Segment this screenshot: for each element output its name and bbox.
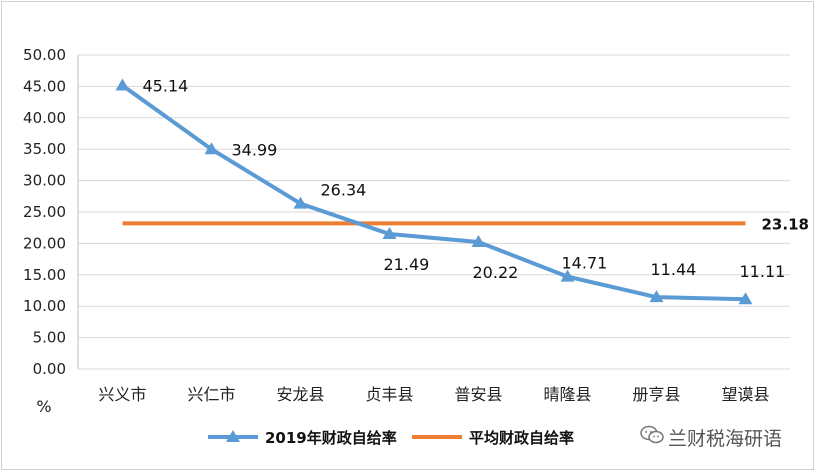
- x-tick-label: 普安县: [454, 385, 502, 404]
- data-label: 45.14: [143, 77, 189, 96]
- x-tick-label: 册亨县: [632, 385, 680, 404]
- x-tick-label: 望谟县: [721, 385, 769, 404]
- wechat-icon: [640, 425, 664, 450]
- y-tick-label: 20.00: [23, 234, 66, 252]
- data-point-marker: [471, 235, 486, 248]
- y-tick-label: 10.00: [23, 297, 66, 315]
- data-label: 20.22: [473, 263, 519, 282]
- data-point-marker: [649, 290, 664, 303]
- x-tick-label: 兴义市: [98, 385, 146, 404]
- legend-label-2019: 2019年财政自给率: [265, 429, 397, 447]
- data-point-marker: [115, 78, 130, 91]
- data-point-marker: [738, 292, 753, 305]
- data-label: 21.49: [384, 255, 430, 274]
- data-label-average: 23.18: [762, 215, 809, 233]
- watermark-text: 兰财税海研语: [668, 428, 783, 450]
- y-tick-label: 35.00: [23, 140, 66, 158]
- x-tick-label: 兴仁市: [187, 385, 235, 404]
- legend-marker-2019: [226, 430, 240, 442]
- data-label: 11.44: [651, 260, 697, 279]
- series-line-2019: [121, 83, 746, 302]
- data-point-marker: [382, 227, 397, 240]
- y-axis-unit: %: [36, 397, 51, 416]
- y-tick-label: 15.00: [23, 266, 66, 284]
- data-label: 26.34: [321, 181, 367, 200]
- legend-label-average: 平均财政自给率: [469, 429, 574, 447]
- y-tick-label: 45.00: [23, 77, 66, 95]
- watermark: 兰财税海研语: [640, 424, 782, 451]
- data-label: 14.71: [562, 254, 608, 273]
- y-tick-label: 5.00: [33, 329, 66, 347]
- x-tick-label: 贞丰县: [365, 385, 413, 404]
- data-point-marker: [204, 142, 219, 155]
- y-tick-label: 50.00: [23, 46, 66, 64]
- y-tick-label: 0.00: [33, 360, 66, 378]
- x-tick-label: 安龙县: [276, 385, 324, 404]
- y-tick-label: 25.00: [23, 203, 66, 221]
- y-tick-label: 30.00: [23, 172, 66, 190]
- x-tick-label: 晴隆县: [543, 385, 591, 404]
- data-point-marker: [560, 269, 575, 282]
- data-label: 34.99: [232, 140, 278, 159]
- data-label: 11.11: [740, 262, 786, 281]
- y-tick-label: 40.00: [23, 109, 66, 127]
- data-point-marker: [293, 196, 308, 209]
